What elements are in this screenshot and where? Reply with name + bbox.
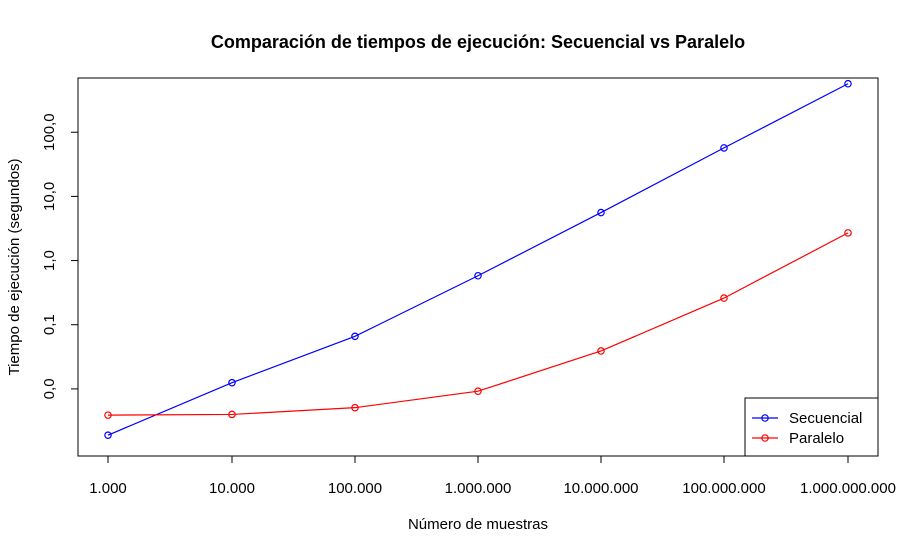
y-tick-label: 0,0: [41, 378, 58, 399]
chart-title: Comparación de tiempos de ejecución: Sec…: [211, 32, 745, 52]
x-tick-label: 1.000: [89, 480, 127, 497]
legend-marker: [761, 434, 769, 442]
data-point: [104, 431, 112, 439]
y-axis: 0,0 0,1 1,0 10,0 100,0: [41, 113, 79, 399]
x-tick-label: 10.000.000: [563, 480, 638, 497]
y-tick-label: 10,0: [41, 182, 58, 211]
legend-marker: [761, 414, 769, 422]
legend-label: Paralelo: [789, 430, 844, 447]
data-point: [597, 347, 605, 355]
data-point: [474, 387, 482, 396]
data-point: [720, 144, 728, 152]
x-tick-label: 100.000.000: [682, 480, 765, 497]
x-tick-label: 1.000.000.000: [800, 480, 896, 497]
x-tick-label: 100.000: [328, 480, 382, 497]
y-axis-label: Tiempo de ejecución (segundos): [6, 158, 23, 375]
x-axis-label: Número de muestras: [408, 516, 548, 533]
y-tick-label: 1,0: [41, 250, 58, 271]
legend-item: Paralelo: [752, 430, 844, 447]
legend-label: Secuencial: [789, 410, 862, 427]
data-point: [844, 229, 852, 237]
data-point: [844, 79, 852, 88]
series-line: [107, 232, 849, 416]
data-point: [228, 410, 236, 419]
series-paralelo: [104, 229, 852, 419]
legend-item: Secuencial: [752, 410, 862, 427]
legend: Secuencial Paralelo: [744, 397, 879, 457]
x-tick-label: 10.000: [209, 480, 255, 497]
data-point: [597, 208, 605, 217]
series-line: [107, 83, 849, 436]
data-point: [351, 332, 359, 341]
data-point: [228, 378, 236, 387]
data-point: [104, 411, 112, 419]
legend-box: [744, 397, 879, 457]
data-point: [474, 271, 482, 280]
data-point: [351, 403, 359, 412]
x-axis: 1.000 10.000 100.000 1.000.000 10.000.000 100…: [89, 455, 896, 497]
series-secuencial: [104, 79, 852, 439]
y-tick-label: 100,0: [41, 113, 58, 151]
series-layer: [104, 79, 852, 439]
x-tick-label: 1.000.000: [445, 480, 512, 497]
data-point: [720, 294, 728, 302]
y-tick-label: 0,1: [41, 314, 58, 335]
